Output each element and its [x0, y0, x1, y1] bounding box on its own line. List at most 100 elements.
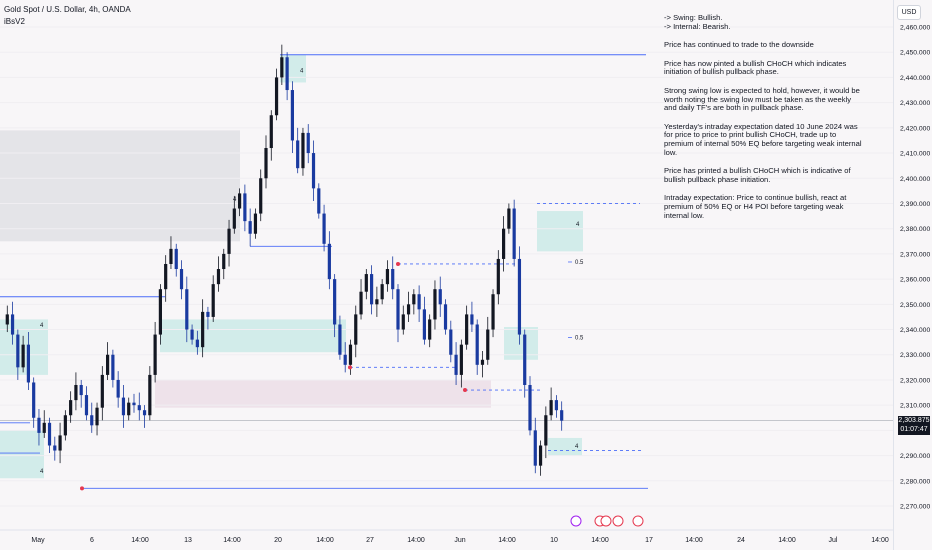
candle-body [264, 148, 268, 179]
candle-body [391, 269, 395, 290]
candle-body [74, 384, 78, 401]
chart-title: Gold Spot / U.S. Dollar, 4h, OANDA [4, 5, 131, 14]
candle-body [433, 289, 437, 320]
y-tick-label: 2,390.000 [900, 201, 930, 208]
zone-label: 4 [40, 469, 44, 475]
y-tick-label: 2,360.000 [900, 277, 930, 284]
candle-body [216, 269, 221, 285]
candle-body [480, 359, 485, 365]
candle-body [538, 445, 543, 466]
us-flag-event-icon[interactable] [600, 515, 612, 527]
candle-body [327, 243, 331, 280]
x-tick-label: 24 [737, 537, 745, 544]
zone-label: 4 [575, 444, 579, 450]
y-tick-label: 2,420.000 [900, 125, 930, 132]
candle-body [232, 208, 236, 229]
candle-body [401, 314, 405, 330]
candle-body [259, 178, 263, 214]
candle-body [343, 354, 347, 365]
candle-body [486, 329, 490, 360]
x-tick-label: 14:00 [407, 537, 425, 544]
candle-body [21, 344, 25, 368]
note-paragraph: Price has continued to trade to the down… [664, 40, 814, 50]
candle-body [222, 253, 226, 270]
candle-body [560, 410, 564, 421]
candle-body [348, 344, 353, 365]
candle-body [507, 208, 511, 229]
candle-body [174, 248, 178, 270]
candle-body [274, 77, 279, 116]
candle-body [290, 90, 294, 141]
candle-body [69, 400, 73, 416]
y-tick-label: 2,450.000 [900, 50, 930, 57]
x-tick-label: 17 [645, 537, 653, 544]
candle-body [375, 299, 379, 305]
candle-body [364, 274, 368, 292]
candle-body [359, 291, 363, 315]
price-axis-divider [893, 0, 894, 550]
candle-body [238, 193, 242, 209]
candle-body [512, 208, 516, 259]
y-tick-label: 2,290.000 [900, 453, 930, 460]
candle-body [84, 395, 89, 416]
x-tick-label: 14:00 [131, 537, 149, 544]
candle-body [396, 289, 400, 330]
candle-body [32, 382, 36, 418]
candle-body [549, 400, 553, 416]
candle-body [142, 410, 147, 416]
currency-button[interactable]: USD [897, 5, 921, 20]
candle-body [354, 314, 358, 345]
candle-body [443, 304, 448, 330]
candle-body [132, 402, 136, 406]
note-paragraph: Yesterday's intraday expectation dated 1… [664, 121, 862, 157]
supply-zone [0, 130, 240, 242]
x-tick-label: 14:00 [778, 537, 796, 544]
candle-body [523, 334, 527, 385]
candle-body [195, 339, 199, 348]
x-tick-label: Jun [454, 537, 465, 544]
candle-body [412, 294, 416, 305]
x-tick-label: 20 [274, 537, 282, 544]
y-tick-label: 2,380.000 [900, 226, 930, 233]
candle-body [333, 279, 337, 325]
x-tick-label: 10 [550, 537, 558, 544]
candle-body [100, 374, 104, 408]
candle-body [164, 263, 168, 290]
candle-body [121, 397, 126, 416]
lightning-event-icon[interactable] [570, 515, 582, 527]
note-paragraph: Price has now pinted a bullish CHoCH whi… [664, 58, 847, 77]
note-paragraph: Strong swing low is expected to hold, ho… [664, 85, 860, 113]
us-flag-event-icon[interactable] [632, 515, 644, 527]
candle-body [26, 344, 30, 383]
swing-point-marker [463, 388, 467, 393]
x-tick-label: 14:00 [685, 537, 703, 544]
swing-point-marker [348, 365, 352, 370]
zone-label: 4 [233, 197, 237, 203]
x-tick-label: 14:00 [498, 537, 516, 544]
indicator-label[interactable]: iBsV2 [4, 17, 25, 26]
candle-body [47, 422, 52, 446]
candle-body [491, 294, 495, 330]
candle-body [248, 221, 252, 234]
candle-body [190, 329, 194, 340]
candle-body [5, 314, 9, 325]
candle-body [106, 354, 110, 375]
y-tick-label: 2,460.000 [900, 25, 930, 32]
candle-body [10, 314, 15, 335]
candle-body [111, 354, 115, 380]
y-tick-label: 2,310.000 [900, 403, 930, 410]
candle-body [37, 417, 41, 433]
candle-body [169, 248, 173, 264]
candle-body [211, 284, 215, 317]
candle-body [127, 402, 131, 416]
pink-zone [155, 379, 491, 408]
y-tick-label: 2,440.000 [900, 75, 930, 82]
candle-body [370, 274, 374, 305]
eq-label: 0.5 [575, 260, 584, 266]
y-tick-label: 2,410.000 [900, 151, 930, 158]
candle-body [311, 153, 316, 189]
candle-body [16, 334, 20, 368]
x-tick-label: 13 [184, 537, 192, 544]
us-flag-event-icon[interactable] [612, 515, 624, 527]
